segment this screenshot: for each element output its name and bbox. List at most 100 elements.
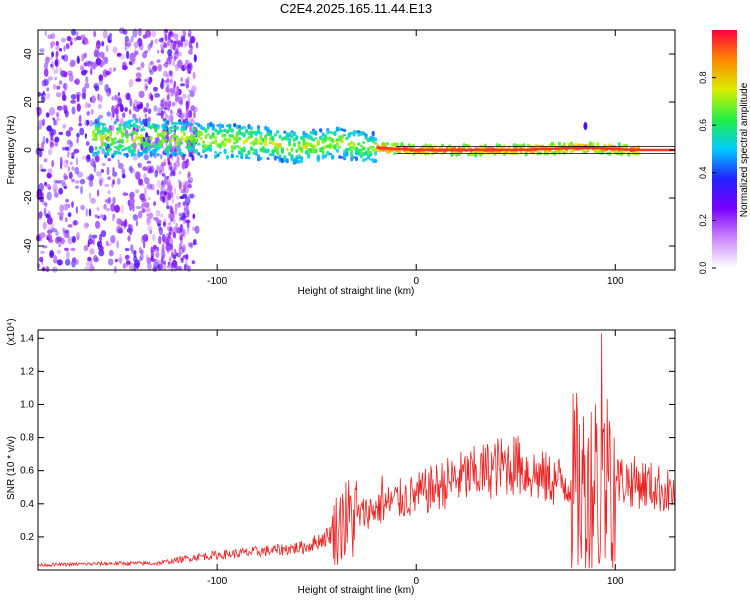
spectrogram-cell xyxy=(175,146,179,150)
spectrogram-cell xyxy=(135,205,142,210)
snr-ylabel: SNR (10 * v/v) xyxy=(6,436,17,500)
spectrogram-cell xyxy=(94,136,98,142)
spectrogram-cell xyxy=(221,133,225,138)
spectrogram-cell xyxy=(149,165,155,174)
spectrogram-cell xyxy=(172,84,176,94)
spectrogram-cell xyxy=(359,148,363,151)
spectrogram-cell xyxy=(144,177,150,185)
spectrogram-cell xyxy=(50,41,56,47)
spectrogram-cell xyxy=(69,40,73,46)
spectrogram-cell xyxy=(166,265,170,269)
spectrogram-cell xyxy=(560,150,564,153)
spectrogram-cell xyxy=(235,124,239,130)
spectrogram-cell xyxy=(124,254,130,260)
snr-y-tick-label: 1.0 xyxy=(20,399,34,410)
spectrogram-cell xyxy=(98,74,104,81)
spectrogram-cell xyxy=(186,63,190,71)
spectrogram-cell xyxy=(288,151,292,156)
spectrogram-cell xyxy=(101,126,105,132)
spectrogram-cell xyxy=(46,172,52,179)
spectrogram-cell xyxy=(154,144,158,150)
spectrogram-cell xyxy=(364,136,368,140)
spectrogram-cell xyxy=(433,144,437,150)
spectrogram-cell xyxy=(166,76,170,83)
spectrogram-cell xyxy=(88,234,93,240)
spectrogram-cell xyxy=(374,147,378,153)
spectrogram-cell xyxy=(139,134,144,138)
spectrogram-cell xyxy=(221,141,225,146)
spectrogram-cell xyxy=(440,143,445,148)
spectrogram-cell xyxy=(167,160,171,166)
spectrogram-cell xyxy=(57,259,63,266)
spectrogram-cell xyxy=(44,202,48,208)
spectrogram-cell xyxy=(118,127,122,133)
spectrogram-cell xyxy=(68,145,72,151)
spectrogram-cell xyxy=(218,123,222,128)
spectrogram-cell xyxy=(142,51,148,59)
spectrogram-cell xyxy=(206,146,210,152)
spectrogram-cell xyxy=(316,139,320,144)
spectrogram-cell xyxy=(128,125,132,130)
spectrogram-cell xyxy=(67,236,73,245)
spectrogram-cell xyxy=(209,144,213,148)
spectrogram-cell xyxy=(67,166,70,172)
spectrogram-cell xyxy=(163,107,168,111)
spectrogram-cell xyxy=(171,138,175,142)
spectrogram-cell xyxy=(161,46,165,51)
spectrogram-cell xyxy=(214,136,218,140)
spectrogram-cell xyxy=(204,147,208,153)
spectrogram-cell xyxy=(169,30,173,35)
spectrogram-cell xyxy=(194,225,200,234)
spectrogram-cell xyxy=(187,136,191,140)
spectrogram-cell xyxy=(175,122,179,125)
spectrogram-cell xyxy=(180,135,184,139)
spectrogram-cell xyxy=(130,119,134,122)
spectrogram-cell xyxy=(493,152,497,156)
spectrogram-cell xyxy=(171,134,175,138)
spectrogram-cell xyxy=(168,139,172,144)
spectrogram-cell xyxy=(112,179,115,185)
spectrogram-cell xyxy=(104,151,108,156)
spectrogram-cell xyxy=(64,146,70,151)
spectrogram-cell xyxy=(121,168,126,175)
spectrogram-cell xyxy=(167,157,171,162)
spectrogram-cell xyxy=(156,112,162,116)
spectrogram-cell xyxy=(338,155,342,159)
spectrogram-cell xyxy=(178,137,182,141)
spectrogram-cell xyxy=(254,150,258,157)
spectrogram-cell xyxy=(60,156,63,166)
spectrogram-cell xyxy=(340,156,344,159)
spectrogram-cell xyxy=(350,152,354,158)
spectrogram-cell xyxy=(137,136,141,140)
spectrogram-cell xyxy=(249,146,253,152)
spectrogram-cell xyxy=(99,96,103,102)
spectrogram-cell xyxy=(199,131,203,137)
spectrogram-cell xyxy=(65,217,68,223)
spectrogram-cell xyxy=(197,152,201,156)
spectrogram-x-tick-label: 100 xyxy=(607,276,624,287)
spectrogram-cell xyxy=(136,66,142,71)
spectrogram-cell xyxy=(85,141,90,146)
spectrogram-cell xyxy=(259,131,263,135)
spectrogram-cell xyxy=(335,138,339,142)
spectrogram-cell xyxy=(326,136,330,140)
spectrogram-cell xyxy=(59,48,62,52)
spectrogram-cell xyxy=(105,198,112,205)
spectrogram-cell xyxy=(333,144,337,149)
spectrogram-cell xyxy=(165,233,169,239)
spectrogram-cell xyxy=(80,34,86,39)
spectrogram-cell xyxy=(166,40,171,47)
spectrogram-cell xyxy=(94,123,98,129)
spectrogram-cell xyxy=(366,155,370,160)
spectrogram-cell xyxy=(165,113,168,121)
spectrogram-cell xyxy=(247,156,251,160)
spectrogram-cell xyxy=(164,33,168,42)
spectrogram-cell xyxy=(134,259,141,268)
spectrogram-cell xyxy=(43,68,49,77)
spectrogram-cell xyxy=(397,149,402,153)
spectrogram-cell xyxy=(144,150,148,154)
spectrogram-cell xyxy=(257,124,261,130)
spectrogram-cell xyxy=(335,141,339,147)
spectrogram-cell xyxy=(76,132,80,138)
spectrogram-cell xyxy=(169,88,173,93)
